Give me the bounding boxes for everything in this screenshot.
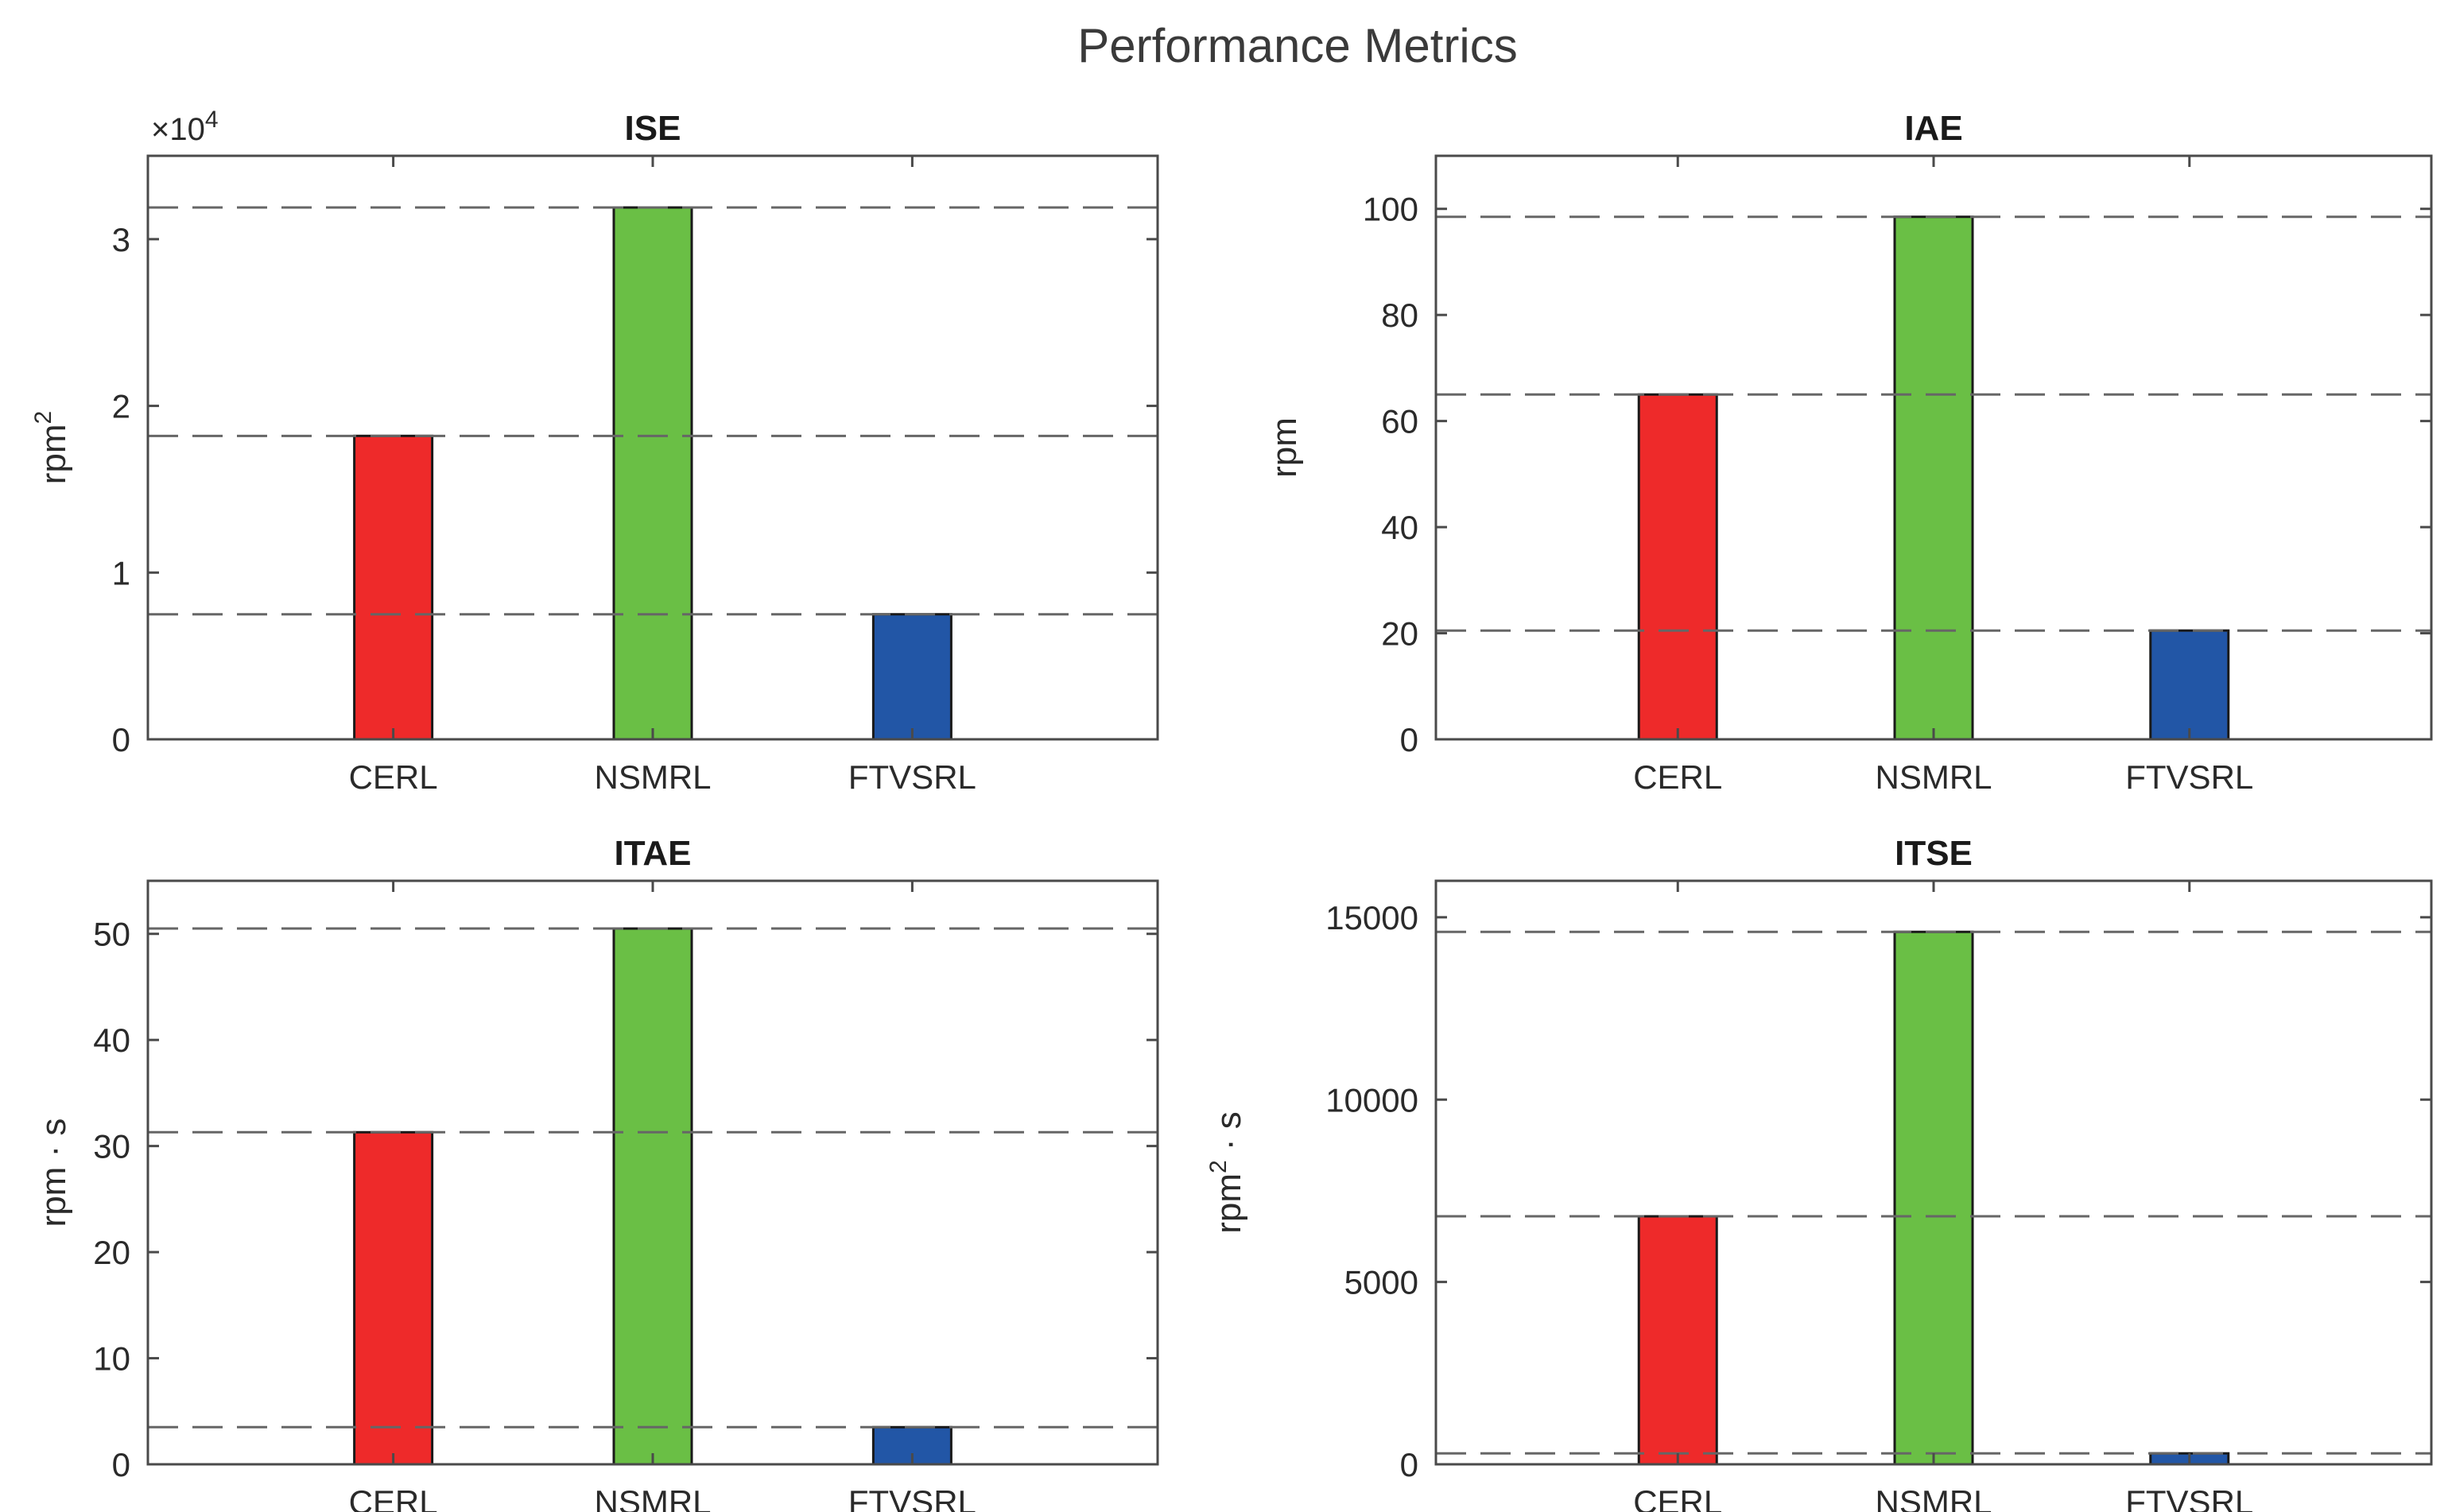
multiplier-base: ×10 <box>151 112 205 147</box>
panel-itse: 0 5000 10000 15000 CERL NSMRL FTVSRL ITSE rpm2 ·… <box>1205 834 2433 1512</box>
x-tick-label-ftvsrl: FTVSRL <box>848 1483 976 1512</box>
bar-cerl <box>1637 393 1718 741</box>
x-tick-label-cerl: CERL <box>349 1483 438 1512</box>
y-tick-label: 60 <box>1381 403 1418 440</box>
y-tick-label: 0 <box>1400 721 1418 758</box>
y-label-sup: 2 <box>1205 1160 1232 1173</box>
y-tick-label: 10 <box>93 1340 130 1378</box>
y-label-main: rpm <box>1209 1173 1248 1234</box>
y-axis-label: rpm <box>1265 417 1304 478</box>
y-tick-label: 100 <box>1363 191 1418 228</box>
y-tick-label: 0 <box>112 1446 130 1483</box>
y-tick-label: 1 <box>112 554 130 591</box>
bar-cerl <box>1637 1215 1718 1466</box>
y-label-suffix: · s <box>1209 1111 1248 1160</box>
figure-title: Performance Metrics <box>1077 19 1517 72</box>
y-tick-label: 0 <box>112 721 130 758</box>
x-tick-label-nsmrl: NSMRL <box>594 758 711 796</box>
y-tick-label: 10000 <box>1325 1081 1418 1118</box>
y-tick-label: 20 <box>93 1234 130 1271</box>
panel-title: ITSE <box>1895 834 1973 873</box>
bar-ftvsrl <box>871 613 952 741</box>
bar-nsmrl <box>612 206 693 741</box>
y-label-main: rpm <box>34 424 73 484</box>
x-tick-label-cerl: CERL <box>1633 758 1722 796</box>
x-tick-label-nsmrl: NSMRL <box>594 1483 711 1512</box>
multiplier-exponent: 4 <box>205 107 219 133</box>
y-label-sup: 2 <box>30 411 56 425</box>
y-axis-label: rpm · s <box>34 1118 73 1227</box>
x-tick-label-cerl: CERL <box>1633 1483 1722 1512</box>
y-tick-label: 20 <box>1381 615 1418 653</box>
y-tick-label: 0 <box>1400 1446 1418 1483</box>
x-tick-label-cerl: CERL <box>349 758 438 796</box>
bar-ftvsrl <box>2149 629 2230 741</box>
y-label-main: rpm <box>1265 417 1304 478</box>
y-axis-label: rpm2 <box>30 411 73 484</box>
y-tick-label: 40 <box>1381 509 1418 546</box>
bar-nsmrl <box>1893 930 1974 1466</box>
x-tick-label-nsmrl: NSMRL <box>1875 758 1992 796</box>
y-tick-label: 2 <box>112 388 130 425</box>
panel-title: IAE <box>1904 109 1962 148</box>
panel-title: ITAE <box>615 834 692 873</box>
panel-title: ISE <box>625 109 681 148</box>
y-tick-label: 50 <box>93 916 130 953</box>
x-tick-label-ftvsrl: FTVSRL <box>848 758 976 796</box>
bar-cerl <box>353 1130 434 1466</box>
x-tick-label-ftvsrl: FTVSRL <box>2125 1483 2253 1512</box>
y-tick-label: 80 <box>1381 297 1418 334</box>
panel-itae: 0 10 20 30 40 50 CERL NSMRL FTVSRL ITAE rpm · s <box>34 834 1159 1512</box>
bar-nsmrl <box>1893 215 1974 741</box>
y-label-main: rpm · s <box>34 1118 73 1227</box>
y-tick-label: 3 <box>112 221 130 258</box>
y-multiplier: ×104 <box>151 107 219 147</box>
y-tick-label: 5000 <box>1344 1264 1418 1301</box>
x-tick-label-ftvsrl: FTVSRL <box>2125 758 2253 796</box>
bar-nsmrl <box>612 927 693 1466</box>
y-axis-label: rpm2 · s <box>1205 1111 1248 1234</box>
panel-iae: 0 20 40 60 80 100 CERL NSMRL FTVSRL IAE rpm <box>1265 109 2433 796</box>
y-tick-label: 30 <box>93 1128 130 1165</box>
y-tick-label: 40 <box>93 1022 130 1059</box>
y-tick-label: 15000 <box>1325 899 1418 936</box>
x-tick-label-nsmrl: NSMRL <box>1875 1483 1992 1512</box>
bar-cerl <box>353 434 434 741</box>
